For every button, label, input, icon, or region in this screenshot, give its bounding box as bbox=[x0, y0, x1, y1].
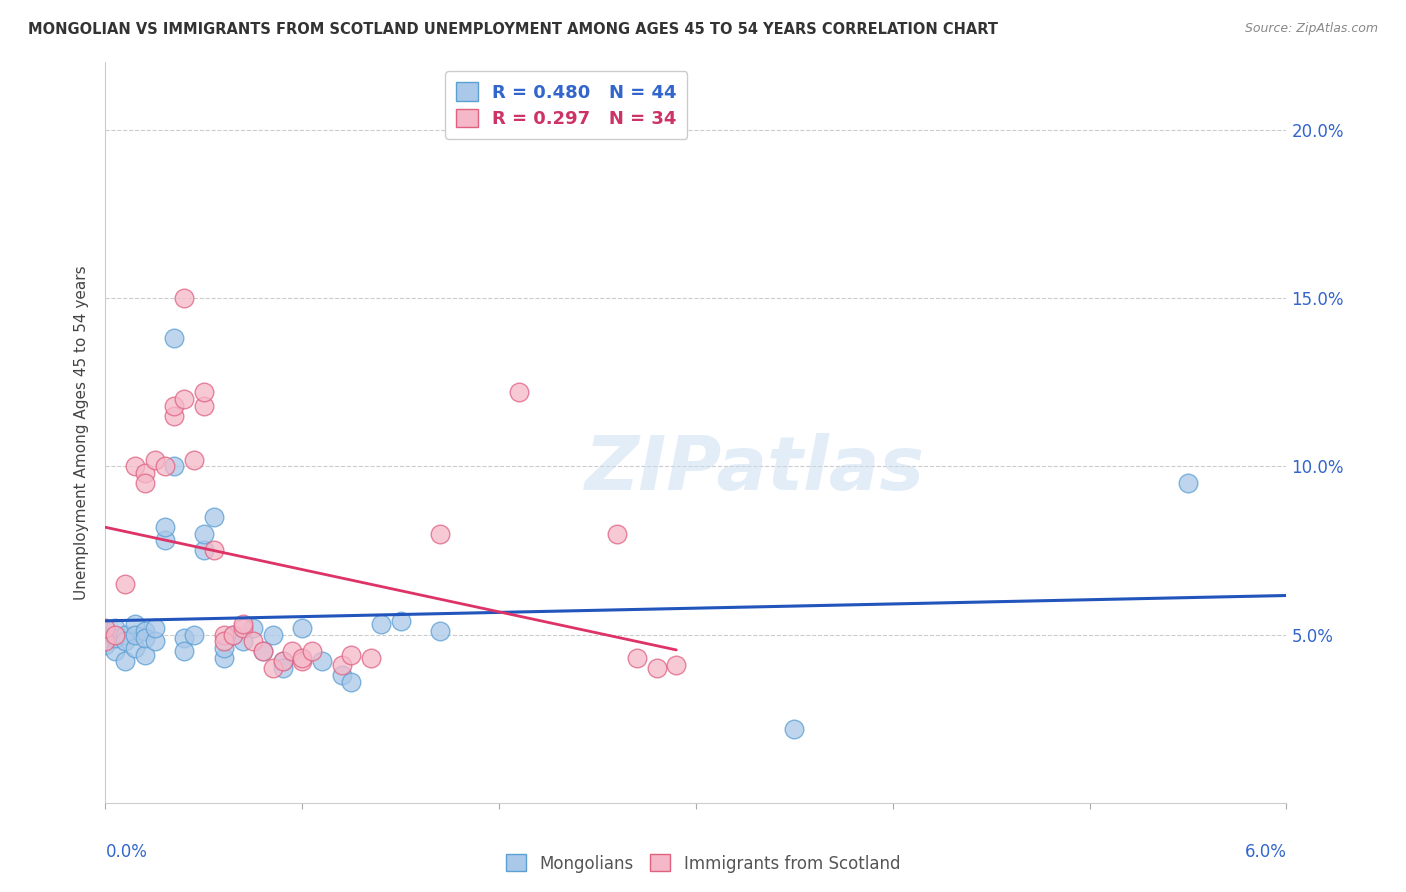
Point bbox=[104, 621, 127, 635]
Point bbox=[114, 577, 136, 591]
Point bbox=[114, 627, 136, 641]
Point bbox=[94, 638, 117, 652]
Point bbox=[232, 621, 254, 635]
Point bbox=[508, 385, 530, 400]
Point bbox=[301, 644, 323, 658]
Point bbox=[124, 627, 146, 641]
Point bbox=[153, 459, 176, 474]
Point bbox=[163, 331, 186, 345]
Point bbox=[183, 627, 205, 641]
Point bbox=[134, 624, 156, 639]
Text: MONGOLIAN VS IMMIGRANTS FROM SCOTLAND UNEMPLOYMENT AMONG AGES 45 TO 54 YEARS COR: MONGOLIAN VS IMMIGRANTS FROM SCOTLAND UN… bbox=[28, 22, 998, 37]
Y-axis label: Unemployment Among Ages 45 to 54 years: Unemployment Among Ages 45 to 54 years bbox=[75, 265, 90, 600]
Point bbox=[173, 392, 195, 406]
Point bbox=[232, 617, 254, 632]
Point bbox=[173, 644, 195, 658]
Point bbox=[104, 627, 127, 641]
Point bbox=[134, 631, 156, 645]
Point bbox=[193, 543, 215, 558]
Point bbox=[370, 617, 392, 632]
Point bbox=[153, 520, 176, 534]
Point bbox=[94, 634, 117, 648]
Point bbox=[114, 655, 136, 669]
Point bbox=[202, 543, 225, 558]
Point bbox=[153, 533, 176, 548]
Point bbox=[291, 621, 314, 635]
Point bbox=[340, 674, 363, 689]
Point bbox=[252, 644, 274, 658]
Point bbox=[193, 385, 215, 400]
Legend: Mongolians, Immigrants from Scotland: Mongolians, Immigrants from Scotland bbox=[499, 847, 907, 880]
Point bbox=[163, 399, 186, 413]
Point bbox=[291, 651, 314, 665]
Point bbox=[242, 634, 264, 648]
Point bbox=[124, 617, 146, 632]
Point bbox=[665, 657, 688, 672]
Point bbox=[114, 634, 136, 648]
Text: 0.0%: 0.0% bbox=[105, 843, 148, 861]
Point bbox=[183, 452, 205, 467]
Text: ZIPatlas: ZIPatlas bbox=[585, 434, 925, 506]
Point bbox=[271, 661, 294, 675]
Point bbox=[606, 526, 628, 541]
Point bbox=[330, 668, 353, 682]
Point bbox=[94, 624, 117, 639]
Point bbox=[389, 614, 412, 628]
Point bbox=[163, 459, 186, 474]
Point bbox=[134, 648, 156, 662]
Text: Source: ZipAtlas.com: Source: ZipAtlas.com bbox=[1244, 22, 1378, 36]
Point bbox=[143, 634, 166, 648]
Point bbox=[104, 631, 127, 645]
Point bbox=[242, 621, 264, 635]
Point bbox=[232, 634, 254, 648]
Text: 6.0%: 6.0% bbox=[1244, 843, 1286, 861]
Point bbox=[281, 644, 304, 658]
Point bbox=[429, 624, 451, 639]
Point bbox=[202, 509, 225, 524]
Point bbox=[124, 459, 146, 474]
Point bbox=[104, 644, 127, 658]
Point bbox=[252, 644, 274, 658]
Point bbox=[134, 466, 156, 480]
Point bbox=[291, 655, 314, 669]
Point bbox=[193, 526, 215, 541]
Point bbox=[271, 655, 294, 669]
Point bbox=[262, 661, 284, 675]
Point bbox=[212, 640, 235, 655]
Point bbox=[163, 409, 186, 423]
Point bbox=[645, 661, 668, 675]
Point bbox=[262, 627, 284, 641]
Point bbox=[212, 634, 235, 648]
Point bbox=[173, 291, 195, 305]
Point bbox=[340, 648, 363, 662]
Point bbox=[429, 526, 451, 541]
Point bbox=[626, 651, 648, 665]
Point bbox=[134, 476, 156, 491]
Point bbox=[212, 627, 235, 641]
Point bbox=[311, 655, 333, 669]
Point bbox=[360, 651, 382, 665]
Point bbox=[271, 655, 294, 669]
Point bbox=[783, 722, 806, 736]
Point bbox=[222, 627, 245, 641]
Point bbox=[124, 640, 146, 655]
Point bbox=[193, 399, 215, 413]
Point bbox=[1177, 476, 1199, 491]
Point bbox=[143, 452, 166, 467]
Point bbox=[143, 621, 166, 635]
Legend: R = 0.480   N = 44, R = 0.297   N = 34: R = 0.480 N = 44, R = 0.297 N = 34 bbox=[446, 71, 688, 139]
Point bbox=[94, 621, 117, 635]
Point bbox=[330, 657, 353, 672]
Point bbox=[222, 627, 245, 641]
Point bbox=[212, 651, 235, 665]
Point bbox=[173, 631, 195, 645]
